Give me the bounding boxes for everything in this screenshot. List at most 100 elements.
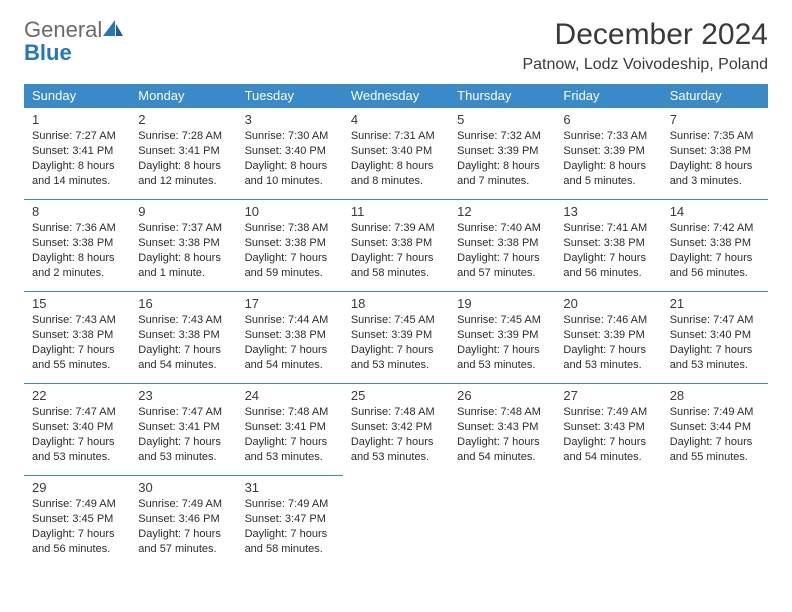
daylight-line: Daylight: 7 hours and 53 minutes.	[351, 435, 441, 465]
sunset-line: Sunset: 3:44 PM	[670, 420, 760, 435]
calendar-week-row: 1 Sunrise: 7:27 AM Sunset: 3:41 PM Daylight…	[24, 108, 768, 200]
day-number: 10	[245, 204, 335, 219]
day-number: 21	[670, 296, 760, 311]
calendar-day-cell	[662, 476, 768, 568]
calendar-day-cell: 16Sunrise: 7:43 AMSunset: 3:38 PMDayligh…	[130, 292, 236, 384]
calendar-week-row: 22Sunrise: 7:47 AMSunset: 3:40 PMDayligh…	[24, 384, 768, 476]
sunrise-line: Sunrise: 7:38 AM	[245, 221, 335, 236]
daylight-line: Daylight: 7 hours and 53 minutes.	[245, 435, 335, 465]
day-number: 3	[245, 112, 335, 127]
calendar-day-cell: 12Sunrise: 7:40 AMSunset: 3:38 PMDayligh…	[449, 200, 555, 292]
day-number: 7	[670, 112, 760, 127]
calendar-day-cell: 29Sunrise: 7:49 AMSunset: 3:45 PMDayligh…	[24, 476, 130, 568]
daylight-line: Daylight: 7 hours and 56 minutes.	[563, 251, 653, 281]
day-number: 8	[32, 204, 122, 219]
sunset-line: Sunset: 3:45 PM	[32, 512, 122, 527]
sunset-line: Sunset: 3:46 PM	[138, 512, 228, 527]
calendar-day-cell: 22 Sunrise: 7:47 AMSunset: 3:40 PMDayligh…	[24, 384, 130, 476]
day-number: 9	[138, 204, 228, 219]
calendar-week-row: 29Sunrise: 7:49 AMSunset: 3:45 PMDayligh…	[24, 476, 768, 568]
sunset-line: Sunset: 3:40 PM	[32, 420, 122, 435]
logo-word-blue: Blue	[24, 40, 72, 65]
sunset-line: Sunset: 3:43 PM	[563, 420, 653, 435]
daylight-line: Daylight: 8 hours and 14 minutes.	[32, 159, 122, 189]
weekday-header: Sunday	[24, 84, 130, 108]
sunrise-line: Sunrise: 7:48 AM	[351, 405, 441, 420]
sunset-line: Sunset: 3:41 PM	[138, 144, 228, 159]
sunrise-line: Sunrise: 7:31 AM	[351, 129, 441, 144]
sunrise-line: Sunrise: 7:28 AM	[138, 129, 228, 144]
daylight-line: Daylight: 7 hours and 58 minutes.	[351, 251, 441, 281]
sunset-line: Sunset: 3:38 PM	[670, 144, 760, 159]
calendar-day-cell: 20Sunrise: 7:46 AMSunset: 3:39 PMDayligh…	[555, 292, 661, 384]
sunset-line: Sunset: 3:38 PM	[138, 236, 228, 251]
sunset-line: Sunset: 3:43 PM	[457, 420, 547, 435]
sunset-line: Sunset: 3:47 PM	[245, 512, 335, 527]
daylight-line: Daylight: 8 hours and 5 minutes.	[563, 159, 653, 189]
location-text: Patnow, Lodz Voivodeship, Poland	[522, 56, 768, 74]
daylight-line: Daylight: 7 hours and 53 minutes.	[457, 343, 547, 373]
sunrise-line: Sunrise: 7:44 AM	[245, 313, 335, 328]
calendar-day-cell: 5Sunrise: 7:32 AMSunset: 3:39 PMDaylight…	[449, 108, 555, 200]
daylight-line: Daylight: 7 hours and 54 minutes.	[245, 343, 335, 373]
sunrise-line: Sunrise: 7:40 AM	[457, 221, 547, 236]
sunrise-line: Sunrise: 7:36 AM	[32, 221, 122, 236]
calendar-day-cell: 23Sunrise: 7:47 AMSunset: 3:41 PMDayligh…	[130, 384, 236, 476]
daylight-line: Daylight: 7 hours and 59 minutes.	[245, 251, 335, 281]
day-number: 14	[670, 204, 760, 219]
calendar-day-cell: 14Sunrise: 7:42 AMSunset: 3:38 PMDayligh…	[662, 200, 768, 292]
sunrise-line: Sunrise: 7:49 AM	[245, 497, 335, 512]
day-number: 1	[32, 112, 122, 127]
sunrise-line: Sunrise: 7:47 AM	[670, 313, 760, 328]
calendar-day-cell: 18 Sunrise: 7:45 AMSunset: 3:39 PMDayligh…	[343, 292, 449, 384]
day-number: 27	[563, 388, 653, 403]
calendar-day-cell: 17Sunrise: 7:44 AMSunset: 3:38 PMDayligh…	[237, 292, 343, 384]
day-number: 29	[32, 480, 122, 495]
sunset-line: Sunset: 3:41 PM	[245, 420, 335, 435]
weekday-header: Thursday	[449, 84, 555, 108]
daylight-line: Daylight: 7 hours and 58 minutes.	[245, 527, 335, 557]
daylight-line: Daylight: 7 hours and 55 minutes.	[670, 435, 760, 465]
daylight-line: Daylight: 8 hours and 2 minutes.	[32, 251, 122, 281]
day-number: 5	[457, 112, 547, 127]
header: General Blue December 2024 Patnow, Lodz …	[24, 18, 768, 74]
sunset-line: Sunset: 3:38 PM	[670, 236, 760, 251]
daylight-line: Daylight: 7 hours and 57 minutes.	[138, 527, 228, 557]
day-number: 18	[351, 296, 441, 311]
daylight-line: Daylight: 7 hours and 53 minutes.	[670, 343, 760, 373]
daylight-line: Daylight: 7 hours and 53 minutes.	[32, 435, 122, 465]
calendar-day-cell	[555, 476, 661, 568]
calendar-day-cell: 4Sunrise: 7:31 AMSunset: 3:40 PMDaylight…	[343, 108, 449, 200]
day-number: 19	[457, 296, 547, 311]
day-number: 12	[457, 204, 547, 219]
weekday-header: Monday	[130, 84, 236, 108]
logo-word-general: General	[24, 17, 102, 42]
weekday-row: SundayMondayTuesdayWednesdayThursdayFrid…	[24, 84, 768, 108]
calendar-day-cell: 26Sunrise: 7:48 AMSunset: 3:43 PMDayligh…	[449, 384, 555, 476]
day-number: 16	[138, 296, 228, 311]
sunrise-line: Sunrise: 7:32 AM	[457, 129, 547, 144]
calendar-day-cell: 21Sunrise: 7:47 AMSunset: 3:40 PMDayligh…	[662, 292, 768, 384]
sunset-line: Sunset: 3:40 PM	[245, 144, 335, 159]
day-number: 11	[351, 204, 441, 219]
sunrise-line: Sunrise: 7:49 AM	[32, 497, 122, 512]
calendar-day-cell: 27Sunrise: 7:49 AMSunset: 3:43 PMDayligh…	[555, 384, 661, 476]
day-number: 22	[32, 388, 122, 403]
sunset-line: Sunset: 3:39 PM	[351, 328, 441, 343]
daylight-line: Daylight: 8 hours and 7 minutes.	[457, 159, 547, 189]
sunset-line: Sunset: 3:38 PM	[138, 328, 228, 343]
calendar-day-cell: 6Sunrise: 7:33 AMSunset: 3:39 PMDaylight…	[555, 108, 661, 200]
daylight-line: Daylight: 7 hours and 56 minutes.	[670, 251, 760, 281]
calendar-day-cell: 8Sunrise: 7:36 AMSunset: 3:38 PMDaylight…	[24, 200, 130, 292]
sunrise-line: Sunrise: 7:27 AM	[32, 129, 122, 144]
sunrise-line: Sunrise: 7:47 AM	[32, 405, 122, 420]
logo: General Blue	[24, 18, 124, 64]
calendar-day-cell	[449, 476, 555, 568]
sunset-line: Sunset: 3:38 PM	[245, 236, 335, 251]
daylight-line: Daylight: 7 hours and 53 minutes.	[351, 343, 441, 373]
sunrise-line: Sunrise: 7:45 AM	[351, 313, 441, 328]
calendar-table: SundayMondayTuesdayWednesdayThursdayFrid…	[24, 84, 768, 568]
day-number: 6	[563, 112, 653, 127]
sunrise-line: Sunrise: 7:47 AM	[138, 405, 228, 420]
sunrise-line: Sunrise: 7:48 AM	[457, 405, 547, 420]
